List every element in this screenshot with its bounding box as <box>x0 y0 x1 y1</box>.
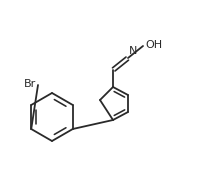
Text: Br: Br <box>24 79 36 89</box>
Text: OH: OH <box>145 40 162 50</box>
Text: N: N <box>129 46 137 56</box>
